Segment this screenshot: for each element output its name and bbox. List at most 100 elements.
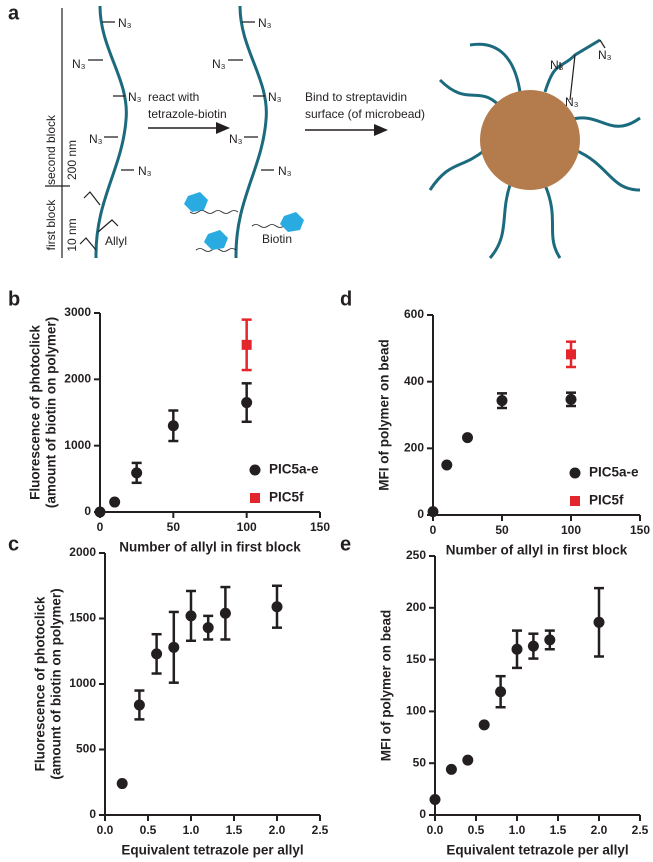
azide-label: N₃ [72, 57, 86, 71]
azide-label: N₃ [598, 48, 612, 62]
legend-marker [250, 493, 260, 503]
y-axis-label: (amount of biotin on polymer) [49, 588, 64, 779]
x-axis-label: Equivalent tetrazole per allyl [121, 843, 303, 858]
marker [565, 393, 577, 405]
legend-label: PIC5a-e [589, 465, 639, 480]
x-axis-label: Number of allyl in first block [119, 540, 301, 555]
azide-stubs [559, 39, 606, 101]
y-tick-label: 0 [417, 507, 424, 521]
x-tick-label: 100 [237, 520, 257, 534]
azide-label: N₃ [138, 164, 152, 178]
y-tick-label: 150 [406, 652, 426, 666]
y-tick-label: 2000 [69, 545, 96, 559]
arrow-head [216, 122, 230, 134]
y-axis-label: MFI of polymer on bead [379, 610, 394, 762]
arrow-text: surface (of microbead) [305, 107, 425, 121]
x-tick-label: 0.5 [140, 823, 157, 837]
y-tick-label: 0 [419, 807, 426, 821]
azide-stubs [228, 21, 274, 171]
marker [94, 506, 106, 518]
allyl-groups [79, 191, 119, 251]
x-tick-label: 0 [97, 520, 104, 534]
marker [462, 432, 473, 444]
x-tick-label: 2.5 [632, 823, 649, 837]
panel-label: d [340, 288, 352, 310]
y-tick-label: 200 [406, 600, 426, 614]
y-axis-label: Fluorescence of photoclick [28, 325, 43, 500]
marker [168, 641, 180, 653]
x-tick-label: 2.5 [312, 823, 329, 837]
marker [271, 601, 283, 613]
legend-label: PIC5a-e [269, 462, 319, 477]
polymer-chain [94, 5, 128, 259]
marker [109, 496, 121, 508]
y-tick-label: 1000 [69, 676, 96, 690]
x-tick-label: 150 [630, 523, 650, 537]
marker [151, 648, 163, 660]
biotin-label: Biotin [262, 232, 292, 246]
x-tick-label: 1.5 [226, 823, 243, 837]
azide-stubs [88, 21, 134, 171]
marker [131, 467, 143, 479]
x-axis-label: Number of allyl in first block [446, 543, 628, 558]
x-tick-label: 1.0 [509, 823, 526, 837]
y-tick-label: 0 [89, 807, 96, 821]
azide-label: N₃ [258, 16, 272, 30]
arrow-head [374, 124, 388, 136]
y-tick-label: 400 [404, 374, 424, 388]
marker [429, 793, 441, 805]
marker [427, 506, 439, 518]
y-tick-label: 100 [406, 704, 426, 718]
y-tick-label: 2000 [64, 372, 91, 386]
azide-label: N₃ [550, 58, 564, 72]
panel-label: e [340, 533, 351, 555]
biotin-icon [280, 212, 304, 232]
marker [202, 622, 214, 634]
x-tick-label: 0.0 [97, 823, 114, 837]
marker [445, 763, 457, 775]
marker [527, 640, 539, 652]
length-label: 10 nm [65, 218, 79, 251]
y-tick-label: 0 [84, 504, 91, 518]
marker [185, 610, 197, 622]
arrow-text: tetrazole-biotin [148, 107, 227, 121]
y-tick-label: 200 [404, 441, 424, 455]
microbead [480, 90, 580, 190]
marker [511, 643, 523, 655]
azide-label: N₃ [268, 90, 282, 104]
y-tick-label: 250 [406, 548, 426, 562]
azide-label: N₃ [89, 132, 103, 146]
x-tick-label: 50 [495, 523, 509, 537]
marker [478, 719, 490, 731]
legend-label: PIC5f [269, 490, 304, 505]
marker [241, 339, 252, 350]
polymer-chain [234, 5, 268, 259]
marker [219, 607, 231, 619]
length-label: 200 nm [65, 140, 79, 180]
azide-label: N₃ [128, 90, 142, 104]
panel-label: b [8, 288, 20, 310]
panel-label: a [8, 2, 20, 24]
y-tick-label: 600 [404, 307, 424, 321]
marker [593, 616, 605, 628]
arrow-text: Bind to streptavidin [305, 90, 407, 104]
azide-label: N₃ [212, 57, 226, 71]
legend-marker [249, 464, 261, 476]
marker [544, 634, 556, 646]
y-tick-label: 3000 [64, 305, 91, 319]
x-tick-label: 100 [561, 523, 581, 537]
marker [462, 754, 474, 766]
x-tick-label: 2.0 [269, 823, 286, 837]
x-tick-label: 2.0 [591, 823, 608, 837]
biotin-icon [204, 230, 228, 250]
x-axis-label: Equivalent tetrazole per allyl [446, 843, 628, 858]
y-axis-label: MFI of polymer on bead [377, 339, 392, 491]
biotin-icon [184, 192, 208, 212]
legend-marker [570, 496, 580, 506]
azide-label: N₃ [565, 95, 579, 109]
marker [116, 778, 128, 790]
diagram: a second block 200 nm first block 10 nm … [8, 2, 641, 259]
y-axis-label: (amount of biotin on polymer) [44, 317, 59, 508]
marker [496, 395, 508, 407]
legend-marker [569, 467, 581, 479]
